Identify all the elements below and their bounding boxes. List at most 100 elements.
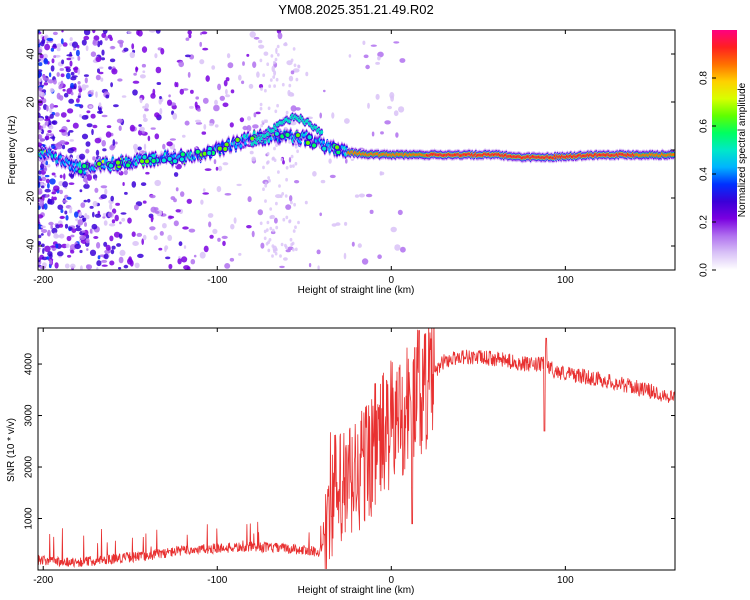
noise-blob (102, 216, 106, 219)
noise-blob (203, 245, 209, 253)
noise-blob (357, 243, 362, 248)
noise-blob (66, 196, 72, 200)
noise-blob (281, 82, 285, 87)
noise-blob (190, 259, 196, 265)
noise-blob (67, 131, 71, 136)
noise-blob (284, 243, 287, 248)
noise-blob (71, 41, 79, 49)
noise-blob (38, 91, 43, 97)
noise-blob (202, 192, 209, 195)
noise-blob (249, 31, 256, 38)
noise-blob (186, 266, 191, 270)
noise-blob (242, 61, 245, 66)
noise-blob (104, 36, 109, 41)
noise-blob (44, 43, 50, 51)
noise-blob (204, 168, 212, 172)
noise-blob (227, 62, 234, 69)
noise-blob (116, 118, 123, 124)
noise-blob (50, 145, 56, 149)
noise-blob (89, 205, 94, 209)
noise-blob (43, 58, 49, 65)
noise-blob (159, 108, 163, 115)
noise-blob (109, 235, 114, 242)
noise-blob (264, 199, 267, 203)
noise-blob (399, 58, 406, 63)
noise-blob (77, 68, 81, 75)
snr-y-tick-label: 2000 (24, 455, 35, 478)
noise-blob (68, 182, 75, 185)
noise-blob (149, 194, 156, 199)
noise-blob (51, 172, 56, 176)
noise-blob (73, 83, 77, 90)
noise-blob (115, 202, 120, 206)
noise-blob (225, 77, 230, 82)
noise-blob (343, 252, 347, 260)
noise-blob (61, 59, 65, 65)
noise-blob (141, 130, 145, 134)
noise-blob (64, 223, 69, 229)
noise-blob (289, 164, 293, 169)
noise-blob (295, 77, 299, 82)
noise-blob (141, 238, 144, 245)
noise-blob (52, 43, 57, 48)
noise-blob (121, 95, 127, 98)
noise-blob (267, 240, 270, 244)
noise-blob (88, 105, 93, 109)
noise-blob (131, 43, 135, 50)
snr-marks (38, 328, 675, 570)
noise-blob (38, 183, 41, 189)
noise-blob (214, 99, 218, 106)
noise-blob (129, 51, 135, 59)
noise-blob (64, 66, 71, 69)
noise-blob (284, 42, 288, 46)
noise-blob (44, 245, 51, 252)
noise-blob (121, 217, 126, 222)
noise-blob (233, 217, 237, 224)
noise-blob (207, 213, 214, 218)
noise-blob (218, 165, 223, 172)
noise-blob (38, 122, 41, 126)
noise-blob (295, 107, 301, 111)
noise-blob (304, 200, 308, 205)
noise-blob (365, 64, 370, 70)
noise-blob (45, 178, 51, 184)
noise-blob (290, 70, 295, 75)
noise-blob (230, 223, 235, 230)
noise-blob (97, 40, 101, 48)
noise-blob (108, 66, 112, 70)
noise-blob (39, 178, 43, 182)
noise-blob (96, 242, 101, 249)
noise-blob (195, 119, 201, 123)
noise-blob (162, 143, 166, 150)
noise-blob (175, 209, 181, 213)
noise-blob (173, 220, 179, 227)
noise-blob (40, 129, 45, 135)
noise-blob (46, 41, 49, 44)
noise-blob (89, 249, 97, 256)
noise-blob (57, 204, 64, 210)
noise-blob (260, 87, 263, 91)
noise-blob (93, 35, 100, 41)
noise-blob (47, 232, 50, 236)
noise-blob (131, 181, 137, 188)
noise-blob (225, 94, 231, 98)
noise-blob (85, 45, 89, 52)
noise-blob (100, 194, 107, 200)
noise-blob (252, 61, 257, 68)
noise-blob (202, 47, 209, 51)
noise-blob (249, 150, 254, 155)
snr-y-tick-label: 4000 (24, 352, 35, 375)
noise-blob (285, 215, 289, 220)
noise-blob (276, 103, 279, 108)
noise-blob (118, 256, 124, 264)
noise-blob (90, 113, 96, 119)
noise-blob (47, 130, 52, 133)
noise-blob (101, 114, 108, 118)
noise-blob (106, 125, 112, 129)
noise-blob (395, 132, 399, 138)
noise-blob (72, 122, 79, 129)
spectrogram-y-tick-label: -40 (26, 238, 37, 253)
noise-blob (273, 84, 276, 88)
noise-blob (351, 241, 355, 247)
noise-blob (43, 203, 48, 210)
